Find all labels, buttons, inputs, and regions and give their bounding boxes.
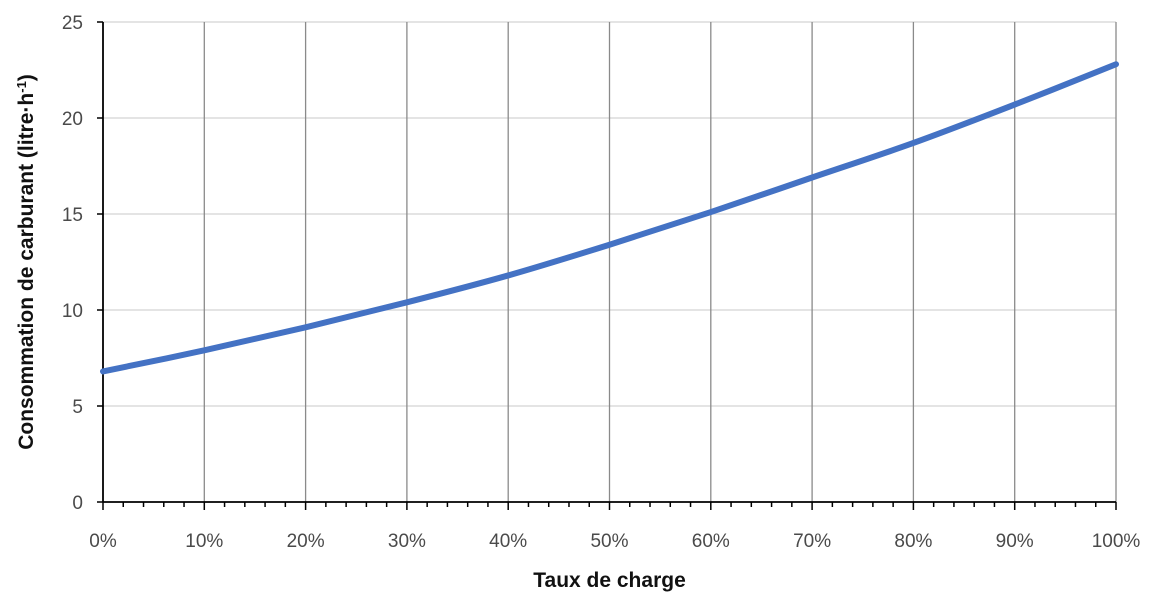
x-tick-label: 40%: [489, 531, 527, 552]
y-tick-label: 25: [62, 13, 83, 34]
x-tick-label: 100%: [1092, 531, 1141, 552]
axes: [97, 21, 1117, 510]
y-tick-label: 15: [62, 205, 83, 226]
x-tick-label: 60%: [692, 531, 730, 552]
x-axis-title: Taux de charge: [533, 569, 686, 592]
x-tick-label: 30%: [388, 531, 426, 552]
x-tick-label: 80%: [894, 531, 932, 552]
y-axis-title: Consommation de carburant (litre·h-1): [14, 74, 39, 450]
x-tick-label: 70%: [793, 531, 831, 552]
grid-lines: [103, 21, 1117, 502]
y-tick-label: 5: [72, 397, 83, 418]
x-tick-label: 20%: [287, 531, 325, 552]
series-group: [100, 61, 1119, 375]
x-axis-ticks: 0% 10% 20% 30% 40% 50% 60% 70% 80% 90% 100%: [89, 531, 1140, 552]
series-line: [100, 61, 1119, 375]
y-axis-title-close: ): [15, 74, 38, 81]
y-tick-label: 10: [62, 301, 83, 322]
y-axis-title-superscript: -1: [14, 81, 29, 93]
x-tick-label: 0%: [89, 531, 117, 552]
x-tick-label: 90%: [996, 531, 1034, 552]
y-axis-title-main: Consommation de carburant (litre·h: [15, 93, 38, 450]
y-tick-label: 0: [72, 493, 83, 514]
y-axis-ticks: 0 5 10 15 20 25: [62, 13, 83, 514]
y-tick-label: 20: [62, 109, 83, 130]
x-tick-label: 50%: [590, 531, 628, 552]
x-tick-label: 10%: [185, 531, 223, 552]
